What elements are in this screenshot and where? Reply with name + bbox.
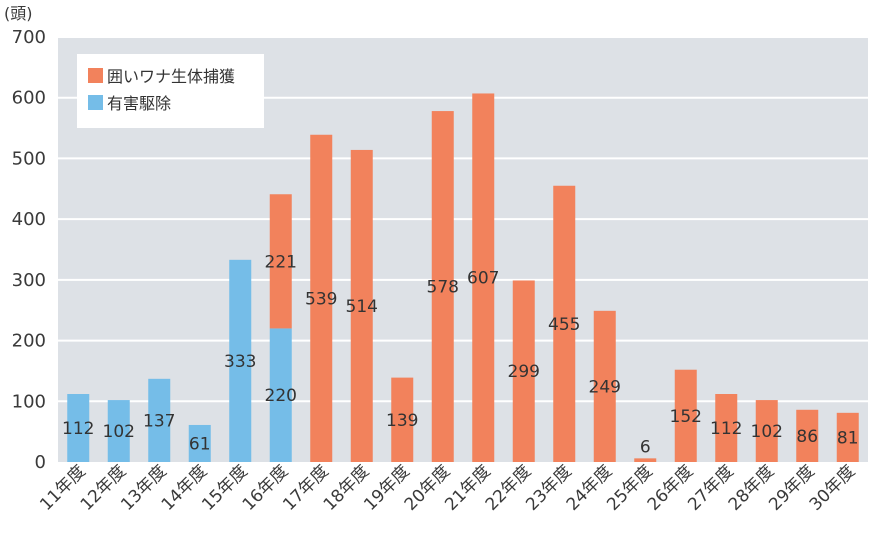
bar-kakoi-9 bbox=[431, 111, 454, 463]
data-label: 6 bbox=[640, 437, 651, 457]
bar-kakoi-18 bbox=[796, 409, 819, 462]
bar-yugai-0 bbox=[67, 394, 90, 462]
data-label: 102 bbox=[103, 422, 135, 442]
bar-kakoi-8 bbox=[391, 377, 414, 462]
bar-kakoi-7 bbox=[350, 149, 373, 462]
bar-kakoi-14 bbox=[634, 458, 657, 462]
data-label: 112 bbox=[62, 419, 94, 439]
y-tick-label: 100 bbox=[12, 391, 46, 412]
legend-box bbox=[77, 54, 264, 128]
bar-yugai-4 bbox=[229, 259, 252, 462]
data-label: 139 bbox=[386, 411, 418, 431]
y-tick-label: 500 bbox=[12, 148, 46, 169]
bar-kakoi-19 bbox=[836, 412, 859, 462]
bar-kakoi-12 bbox=[553, 185, 576, 462]
legend-swatch bbox=[88, 68, 103, 83]
bar-kakoi-13 bbox=[593, 310, 616, 462]
bar-kakoi-15 bbox=[674, 369, 697, 462]
data-label: 152 bbox=[670, 407, 702, 427]
y-axis-unit: (頭) bbox=[4, 4, 33, 23]
data-label: 607 bbox=[467, 269, 499, 289]
data-label: 299 bbox=[508, 362, 540, 382]
bar-yugai-1 bbox=[107, 400, 130, 462]
legend-label: 有害駆除 bbox=[107, 94, 171, 113]
data-label: 249 bbox=[589, 377, 621, 397]
y-tick-label: 300 bbox=[12, 270, 46, 291]
y-tick-label: 0 bbox=[35, 452, 46, 473]
data-label: 61 bbox=[189, 434, 211, 454]
data-label: 333 bbox=[224, 352, 256, 372]
bar-kakoi-10 bbox=[472, 93, 495, 462]
legend-label: 囲いワナ生体捕獲 bbox=[107, 67, 235, 86]
data-label: 514 bbox=[346, 297, 378, 317]
data-label: 81 bbox=[837, 428, 859, 448]
bar-yugai-2 bbox=[148, 378, 171, 462]
bar-kakoi-16 bbox=[715, 394, 738, 462]
bar-kakoi-17 bbox=[755, 400, 778, 462]
data-label: 112 bbox=[710, 419, 742, 439]
y-tick-label: 200 bbox=[12, 331, 46, 352]
data-label: 221 bbox=[265, 252, 297, 272]
y-tick-label: 700 bbox=[12, 27, 46, 48]
data-label: 102 bbox=[751, 422, 783, 442]
data-label: 455 bbox=[548, 315, 580, 335]
data-label: 539 bbox=[305, 289, 337, 309]
y-tick-label: 600 bbox=[12, 88, 46, 109]
x-tick-label: 30年度 bbox=[806, 461, 859, 514]
bar-kakoi-11 bbox=[512, 280, 535, 462]
data-label: 220 bbox=[265, 386, 297, 406]
y-tick-label: 400 bbox=[12, 209, 46, 230]
data-label: 137 bbox=[143, 411, 175, 431]
bar-yugai-3 bbox=[188, 424, 211, 462]
bar-kakoi-5 bbox=[269, 194, 292, 329]
bar-yugai-5 bbox=[269, 328, 292, 462]
data-label: 578 bbox=[427, 278, 459, 298]
data-label: 86 bbox=[796, 427, 818, 447]
bar-kakoi-6 bbox=[310, 134, 333, 462]
legend-swatch bbox=[88, 95, 103, 110]
